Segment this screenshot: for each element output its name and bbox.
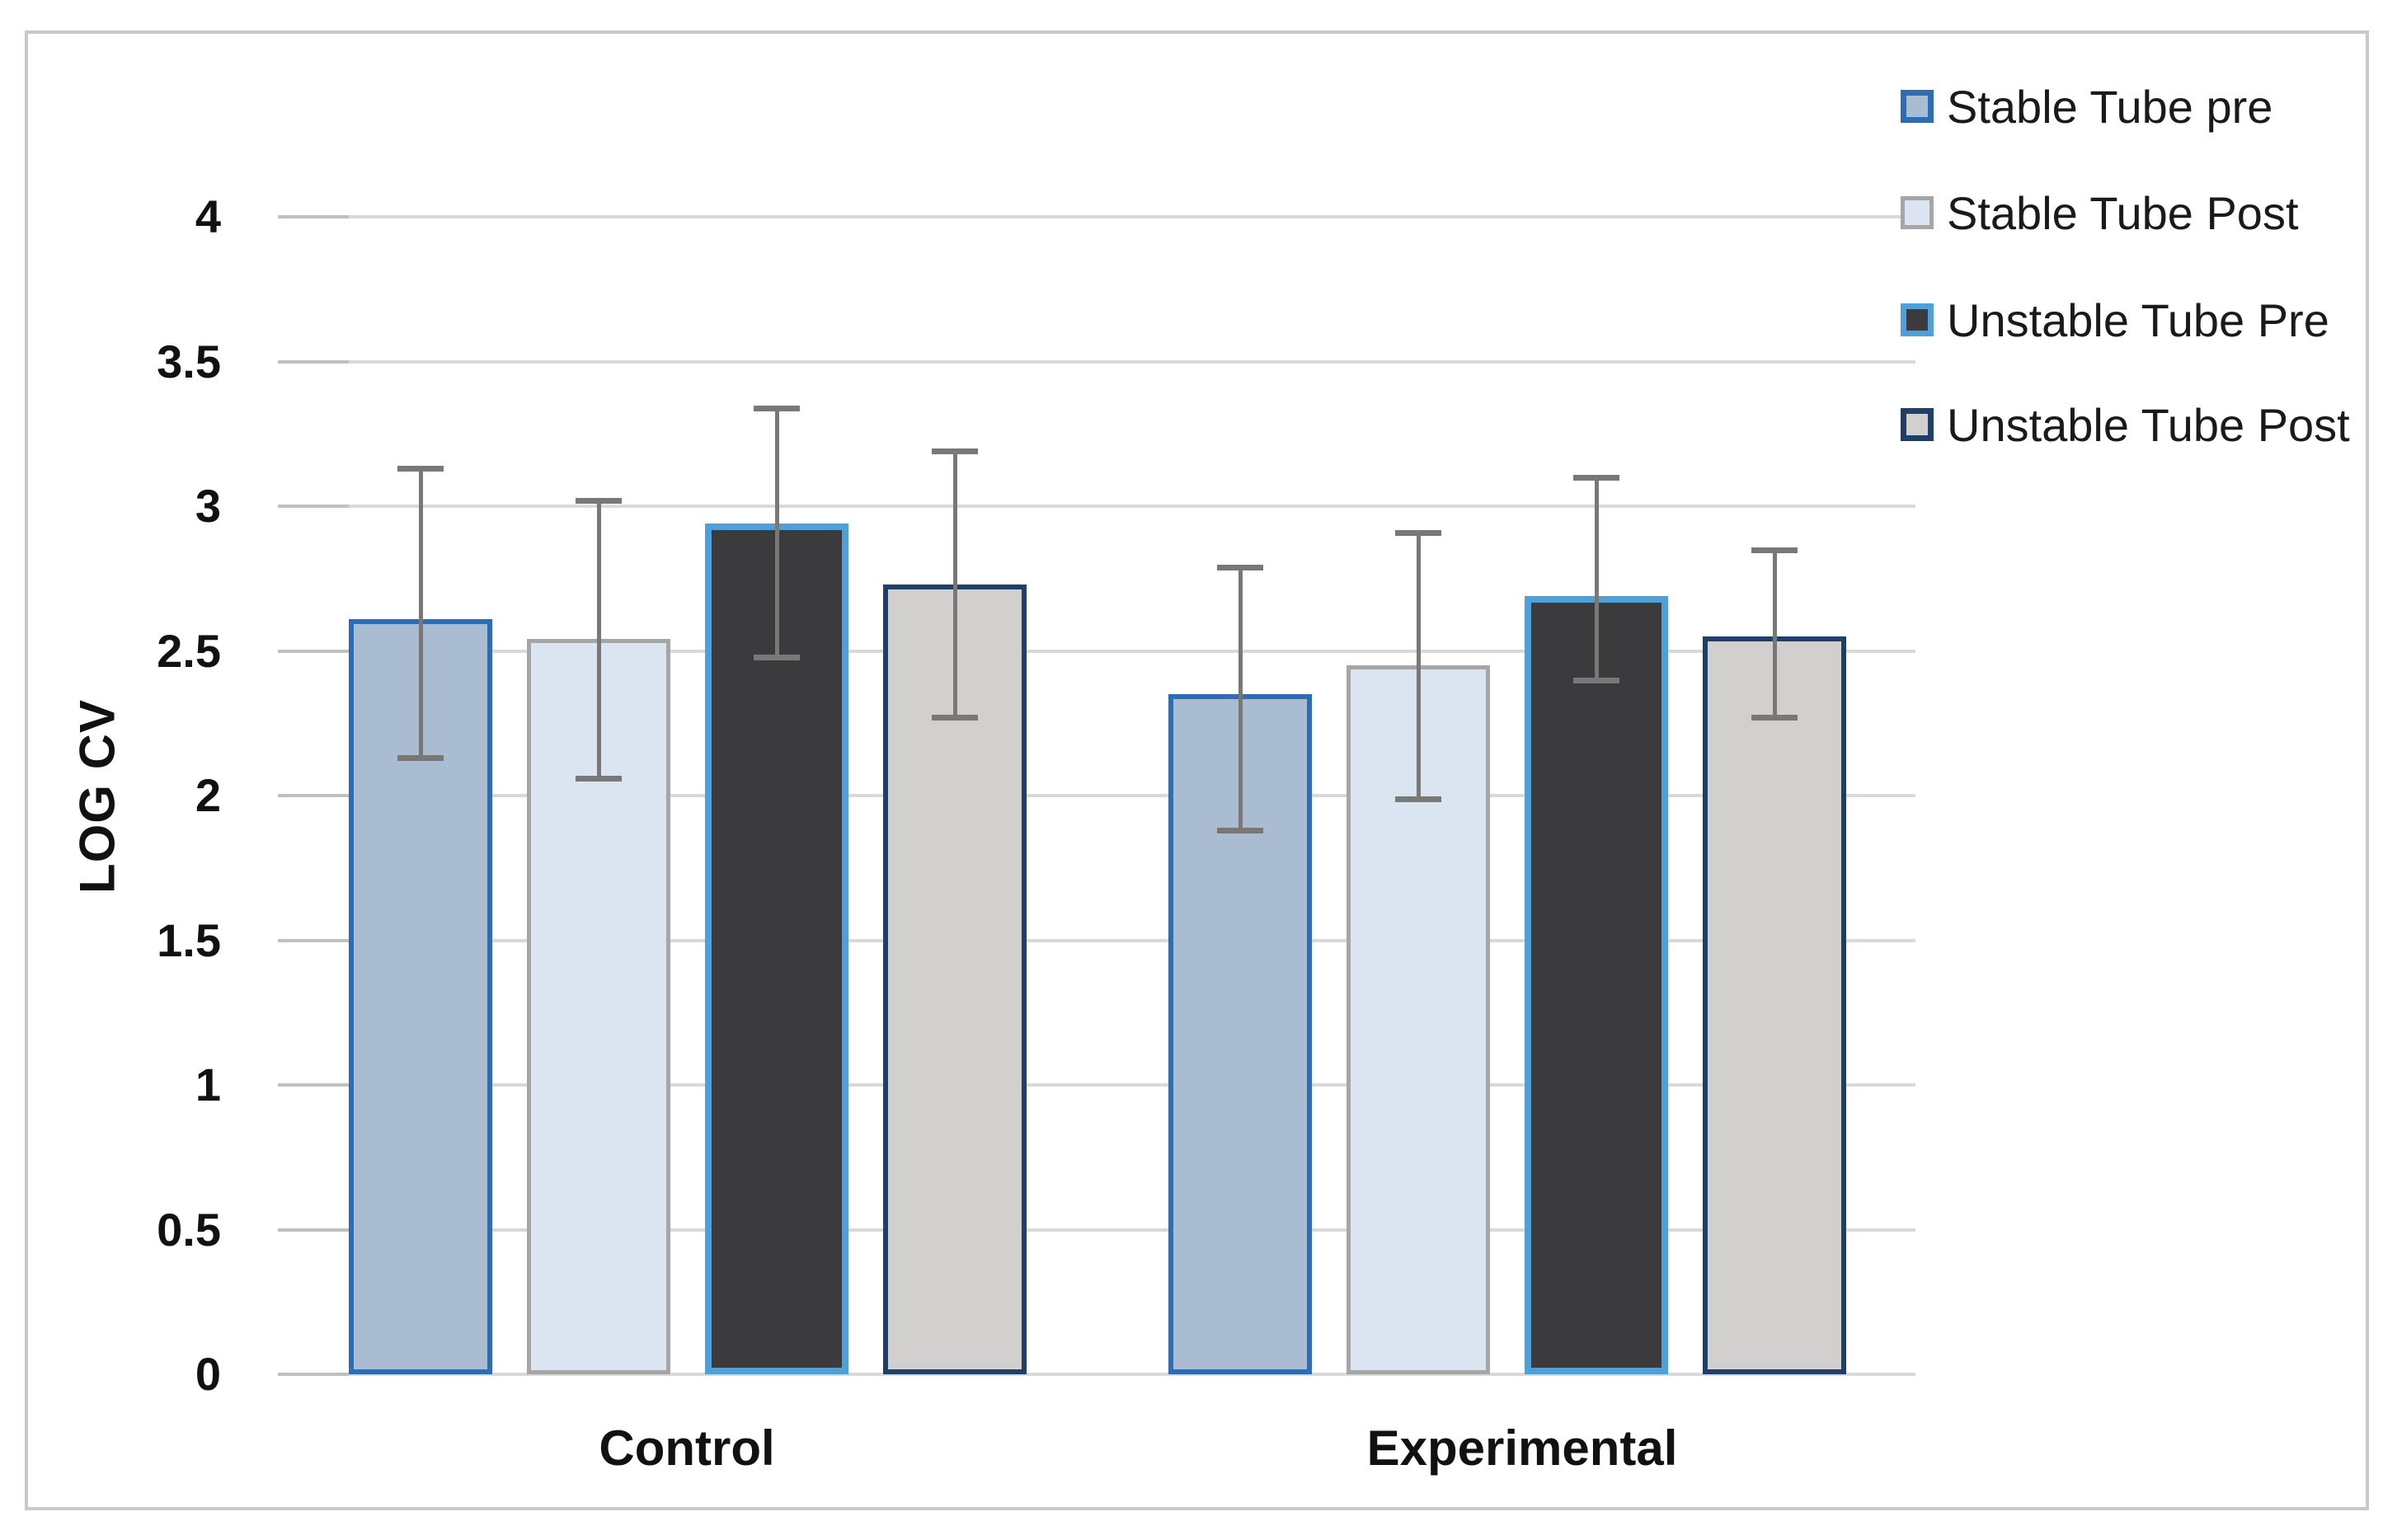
gridline [278,505,1915,508]
y-tick-label: 3.5 [157,335,221,387]
gridline [278,649,1915,653]
legend-item: Stable Tube pre [1901,80,2272,133]
legend-swatch [1901,90,1934,123]
gridline [278,1228,1915,1232]
y-tick-label: 2 [195,769,221,821]
bar [1703,636,1846,1374]
y-tick-mark [278,649,349,653]
error-bar-cap-bottom [1573,677,1619,683]
legend-item: Unstable Tube Post [1901,398,2350,451]
y-tick-label: 3 [195,480,221,532]
bar [1347,665,1490,1374]
error-bar-cap-bottom [397,755,444,762]
legend-label: Unstable Tube Post [1947,398,2350,451]
y-tick-label: 1.5 [157,913,221,966]
error-bar-cap-bottom [932,715,978,721]
gridline [278,938,1915,942]
gridline [278,794,1915,797]
y-tick-mark [278,938,349,942]
y-tick-label: 1 [195,1059,221,1110]
error-bar-cap-top [932,448,978,455]
error-bar-cap-bottom [1751,715,1798,721]
error-bar [1772,549,1777,718]
legend-swatch [1901,408,1934,441]
error-bar [1238,566,1243,831]
gridline [278,215,1915,218]
error-bar-cap-bottom [1217,828,1263,834]
error-bar [596,500,601,778]
error-bar [952,451,957,718]
error-bar-cap-top [397,466,444,472]
error-bar-cap-bottom [576,775,622,782]
bar [1525,596,1668,1374]
error-bar [1416,532,1421,799]
error-bar-cap-top [1751,547,1798,553]
y-tick-mark [278,359,349,364]
legend-label: Stable Tube Post [1947,186,2299,239]
bar [527,639,670,1374]
y-tick-mark [278,1373,349,1376]
legend-label: Stable Tube pre [1947,80,2273,133]
gridline [278,359,1915,364]
error-bar-cap-top [1217,564,1263,570]
error-bar [774,407,779,657]
error-bar-cap-top [576,497,622,504]
legend-item: Unstable Tube Pre [1901,293,2329,346]
legend-item: Stable Tube Post [1901,186,2299,239]
error-bar-cap-bottom [754,654,800,660]
y-tick-label: 0.5 [157,1203,221,1256]
error-bar-cap-bottom [1395,796,1441,802]
error-bar-cap-top [1395,529,1441,536]
y-tick-label: 4 [195,190,221,242]
y-tick-mark [278,1083,349,1087]
legend-swatch [1901,303,1934,336]
gridline [278,1083,1915,1087]
y-tick-mark [278,215,349,218]
bar [705,524,848,1374]
y-tick-mark [278,1228,349,1232]
error-bar-cap-top [1573,474,1619,481]
y-tick-label: 0 [195,1348,221,1400]
legend-swatch [1901,196,1934,229]
x-axis-label: Experimental [1366,1420,1678,1476]
error-bar [1594,477,1599,680]
error-bar [418,468,423,758]
y-tick-mark [278,794,349,797]
y-tick-mark [278,505,349,508]
error-bar-cap-top [754,405,800,411]
y-tick-label: 2.5 [157,624,221,677]
legend-label: Unstable Tube Pre [1947,293,2329,346]
gridline [278,1373,1915,1376]
x-axis-label: Control [599,1420,775,1476]
